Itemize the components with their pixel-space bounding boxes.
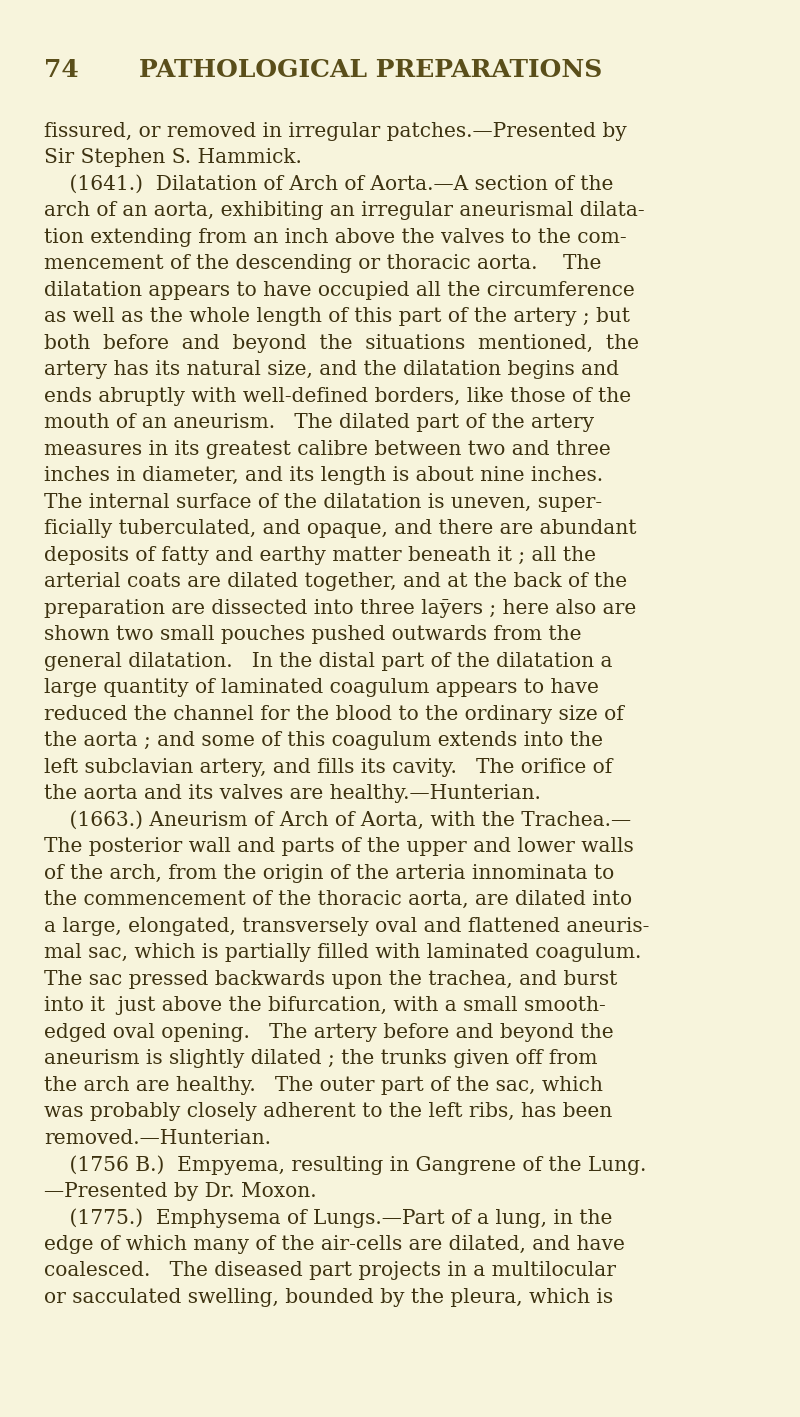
Text: 74: 74 — [44, 58, 78, 82]
Text: aneurism is slightly dilated ; the trunks given off from: aneurism is slightly dilated ; the trunk… — [44, 1049, 598, 1068]
Text: (1663.) Aneurism of Arch of Aorta, with the Trachea.—: (1663.) Aneurism of Arch of Aorta, with … — [44, 811, 631, 829]
Text: ficially tuberculated, and opaque, and there are abundant: ficially tuberculated, and opaque, and t… — [44, 519, 637, 538]
Text: artery has its natural size, and the dilatation begins and: artery has its natural size, and the dil… — [44, 360, 619, 380]
Text: arch of an aorta, exhibiting an irregular aneurismal dilata-: arch of an aorta, exhibiting an irregula… — [44, 201, 645, 220]
Text: as well as the whole length of this part of the artery ; but: as well as the whole length of this part… — [44, 307, 630, 326]
Text: (1756 B.)  Empyema, resulting in Gangrene of the Lung.: (1756 B.) Empyema, resulting in Gangrene… — [44, 1155, 646, 1175]
Text: ends abruptly with well-defined borders, like those of the: ends abruptly with well-defined borders,… — [44, 387, 631, 405]
Text: the commencement of the thoracic aorta, are dilated into: the commencement of the thoracic aorta, … — [44, 890, 632, 910]
Text: the arch are healthy.   The outer part of the sac, which: the arch are healthy. The outer part of … — [44, 1076, 603, 1094]
Text: PATHOLOGICAL PREPARATIONS: PATHOLOGICAL PREPARATIONS — [139, 58, 602, 82]
Text: left subclavian artery, and fills its cavity.   The orifice of: left subclavian artery, and fills its ca… — [44, 758, 612, 777]
Text: of the arch, from the origin of the arteria innominata to: of the arch, from the origin of the arte… — [44, 863, 614, 883]
Text: edge of which many of the air-cells are dilated, and have: edge of which many of the air-cells are … — [44, 1234, 625, 1254]
Text: was probably closely adherent to the left ribs, has been: was probably closely adherent to the lef… — [44, 1102, 612, 1121]
Text: coalesced.   The diseased part projects in a multilocular: coalesced. The diseased part projects in… — [44, 1261, 616, 1280]
Text: mouth of an aneurism.   The dilated part of the artery: mouth of an aneurism. The dilated part o… — [44, 414, 594, 432]
Text: shown two small pouches pushed outwards from the: shown two small pouches pushed outwards … — [44, 625, 582, 645]
Text: The sac pressed backwards upon the trachea, and burst: The sac pressed backwards upon the trach… — [44, 969, 618, 989]
Text: general dilatation.   In the distal part of the dilatation a: general dilatation. In the distal part o… — [44, 652, 613, 670]
Text: the aorta and its valves are healthy.—Hunterian.: the aorta and its valves are healthy.—Hu… — [44, 784, 541, 803]
Text: The posterior wall and parts of the upper and lower walls: The posterior wall and parts of the uppe… — [44, 837, 634, 856]
Text: removed.—Hunterian.: removed.—Hunterian. — [44, 1128, 271, 1148]
Text: (1641.)  Dilatation of Arch of Aorta.—A section of the: (1641.) Dilatation of Arch of Aorta.—A s… — [44, 174, 614, 194]
Text: a large, elongated, transversely oval and flattened aneuris-: a large, elongated, transversely oval an… — [44, 917, 650, 935]
Text: (1775.)  Emphysema of Lungs.—Part of a lung, in the: (1775.) Emphysema of Lungs.—Part of a lu… — [44, 1209, 612, 1227]
Text: inches in diameter, and its length is about nine inches.: inches in diameter, and its length is ab… — [44, 466, 603, 485]
Text: mencement of the descending or thoracic aorta.    The: mencement of the descending or thoracic … — [44, 254, 602, 273]
Text: —Presented by Dr. Moxon.: —Presented by Dr. Moxon. — [44, 1182, 317, 1200]
Text: preparation are dissected into three laȳers ; here also are: preparation are dissected into three laȳ… — [44, 598, 636, 618]
Text: The internal surface of the dilatation is uneven, super-: The internal surface of the dilatation i… — [44, 493, 602, 512]
Text: reduced the channel for the blood to the ordinary size of: reduced the channel for the blood to the… — [44, 704, 624, 724]
Text: both  before  and  beyond  the  situations  mentioned,  the: both before and beyond the situations me… — [44, 333, 639, 353]
Text: mal sac, which is partially filled with laminated coagulum.: mal sac, which is partially filled with … — [44, 944, 642, 962]
Text: deposits of fatty and earthy matter beneath it ; all the: deposits of fatty and earthy matter bene… — [44, 546, 596, 564]
Text: the aorta ; and some of this coagulum extends into the: the aorta ; and some of this coagulum ex… — [44, 731, 603, 750]
Text: measures in its greatest calibre between two and three: measures in its greatest calibre between… — [44, 439, 610, 459]
Text: arterial coats are dilated together, and at the back of the: arterial coats are dilated together, and… — [44, 572, 627, 591]
Text: large quantity of laminated coagulum appears to have: large quantity of laminated coagulum app… — [44, 679, 599, 697]
Text: or sacculated swelling, bounded by the pleura, which is: or sacculated swelling, bounded by the p… — [44, 1288, 613, 1306]
Text: Sir Stephen S. Hammick.: Sir Stephen S. Hammick. — [44, 149, 302, 167]
Text: dilatation appears to have occupied all the circumference: dilatation appears to have occupied all … — [44, 281, 634, 299]
Text: fissured, or removed in irregular patches.—Presented by: fissured, or removed in irregular patche… — [44, 122, 626, 140]
Text: into it  just above the bifurcation, with a small smooth-: into it just above the bifurcation, with… — [44, 996, 606, 1015]
Text: tion extending from an inch above the valves to the com-: tion extending from an inch above the va… — [44, 228, 626, 247]
Text: edged oval opening.   The artery before and beyond the: edged oval opening. The artery before an… — [44, 1023, 614, 1041]
